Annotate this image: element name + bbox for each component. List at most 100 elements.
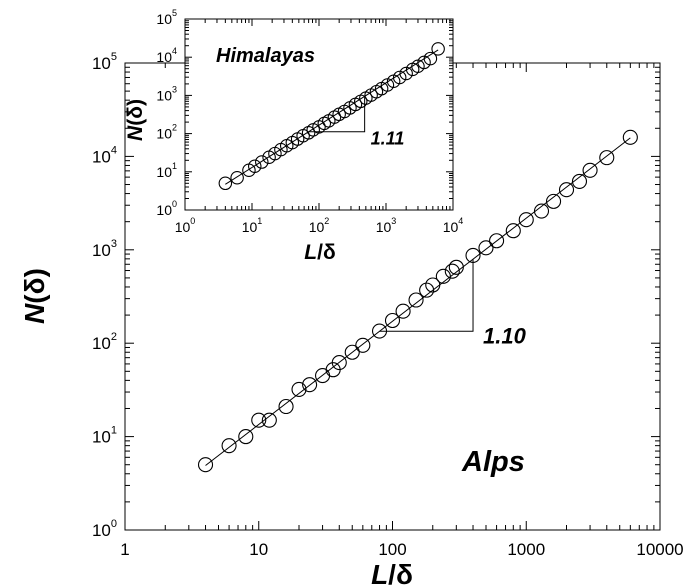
- x-tick-label: 101: [242, 216, 263, 235]
- data-point: [558, 182, 575, 198]
- y-axis-label-italic: N: [124, 125, 147, 141]
- y-tick-label: 102: [156, 123, 177, 142]
- y-tick-label-exponent: 5: [172, 8, 177, 18]
- y-tick-label-base: 10: [92, 521, 111, 540]
- x-tick-label-exponent: 2: [324, 216, 329, 226]
- x-tick-label-base: 10: [443, 219, 459, 235]
- y-tick-label: 103: [92, 238, 117, 260]
- data-point: [546, 193, 562, 209]
- data-point: [230, 170, 244, 185]
- y-tick-label-base: 10: [156, 164, 172, 180]
- y-tick-label: 105: [156, 8, 177, 27]
- data-point: [197, 457, 214, 473]
- data-point: [355, 337, 371, 353]
- slope-label: 1.11: [371, 129, 405, 149]
- y-tick-label-base: 10: [92, 334, 111, 353]
- x-tick-label-base: 10: [309, 219, 325, 235]
- data-point: [251, 412, 267, 428]
- data-point: [518, 212, 534, 228]
- y-tick-label-base: 10: [92, 54, 111, 73]
- data-point: [417, 55, 431, 70]
- data-point: [395, 303, 411, 319]
- y-tick-label: 101: [156, 161, 177, 180]
- y-tick-label-exponent: 0: [111, 518, 117, 530]
- x-axis-label: L/δ: [371, 559, 413, 588]
- data-point: [419, 282, 435, 298]
- y-tick-label-exponent: 5: [111, 51, 117, 63]
- inset-chart: 100 101 102 103 104100101102103104105L/δN(δ)…: [124, 8, 463, 264]
- data-point: [291, 381, 307, 397]
- y-tick-label-exponent: 3: [111, 238, 117, 250]
- x-tick-label-base: 10: [376, 219, 392, 235]
- y-tick-label-exponent: 1: [172, 161, 177, 171]
- data-point: [571, 173, 588, 189]
- y-axis-label: N(δ): [19, 268, 50, 324]
- y-tick-label: 102: [92, 331, 117, 353]
- x-tick-label: 104: [443, 216, 464, 235]
- data-point: [489, 233, 505, 249]
- x-axis-label-italic: L: [304, 241, 317, 264]
- data-point: [478, 240, 494, 256]
- data-point: [344, 344, 360, 360]
- y-tick-label-base: 10: [92, 147, 111, 166]
- y-tick-label: 101: [92, 425, 117, 447]
- y-tick-label-base: 10: [92, 428, 111, 447]
- x-axis-label-rest: /δ: [388, 559, 413, 588]
- y-tick-label-base: 10: [156, 11, 172, 27]
- y-tick-label-base: 10: [92, 241, 111, 260]
- data-point: [435, 268, 451, 284]
- data-point: [505, 223, 521, 239]
- y-tick-label-exponent: 2: [172, 123, 177, 133]
- y-tick-label-exponent: 1: [111, 425, 117, 437]
- y-axis-label: N(δ): [124, 99, 147, 141]
- x-tick-label: 10000: [636, 540, 683, 559]
- y-tick-label-base: 10: [156, 202, 172, 218]
- slope-bracket: [379, 259, 474, 332]
- data-point: [238, 429, 254, 445]
- y-tick-label: 103: [156, 84, 177, 103]
- y-tick-label-exponent: 4: [172, 46, 177, 56]
- data-point: [448, 259, 464, 275]
- y-tick-label: 100: [92, 518, 117, 540]
- x-tick-label-exponent: 4: [458, 216, 463, 226]
- data-point: [221, 438, 237, 454]
- data-point: [599, 150, 615, 166]
- y-tick-label-base: 10: [156, 49, 172, 65]
- data-point: [392, 70, 407, 85]
- data-point: [582, 162, 598, 178]
- y-tick-label: 104: [156, 46, 177, 65]
- y-tick-label-exponent: 2: [111, 331, 117, 343]
- place-label: Himalayas: [216, 45, 315, 67]
- y-tick-label-base: 10: [156, 87, 172, 103]
- y-tick-label-exponent: 4: [111, 144, 117, 156]
- x-tick-label: 100: [175, 216, 196, 235]
- x-tick-label: 1: [120, 540, 129, 559]
- y-tick-label-exponent: 3: [172, 84, 177, 94]
- x-tick-label-exponent: 3: [391, 216, 396, 226]
- y-tick-label-base: 10: [156, 126, 172, 142]
- y-axis-label-rest: (δ): [19, 268, 50, 304]
- data-point: [423, 51, 438, 66]
- y-tick-label-exponent: 0: [172, 199, 177, 209]
- data-point: [278, 398, 294, 415]
- y-tick-label: 104: [92, 144, 117, 166]
- x-tick-label: 1000: [507, 540, 545, 559]
- data-point: [425, 277, 441, 293]
- data-point: [255, 155, 269, 169]
- x-tick-label: 10: [249, 540, 268, 559]
- x-tick-label-base: 10: [175, 219, 191, 235]
- y-axis-label-rest: (δ): [124, 99, 147, 126]
- data-point: [218, 176, 233, 191]
- data-point: [261, 412, 277, 428]
- x-axis-label-italic: L: [371, 559, 388, 588]
- data-point: [622, 129, 638, 145]
- place-label: Alps: [461, 446, 525, 478]
- data-point: [331, 355, 347, 371]
- data-point: [444, 263, 460, 279]
- x-axis-label-rest: /δ: [317, 241, 336, 264]
- y-tick-label: 105: [92, 51, 117, 73]
- data-point: [431, 42, 445, 56]
- data-point: [408, 292, 424, 308]
- data-point: [399, 66, 413, 81]
